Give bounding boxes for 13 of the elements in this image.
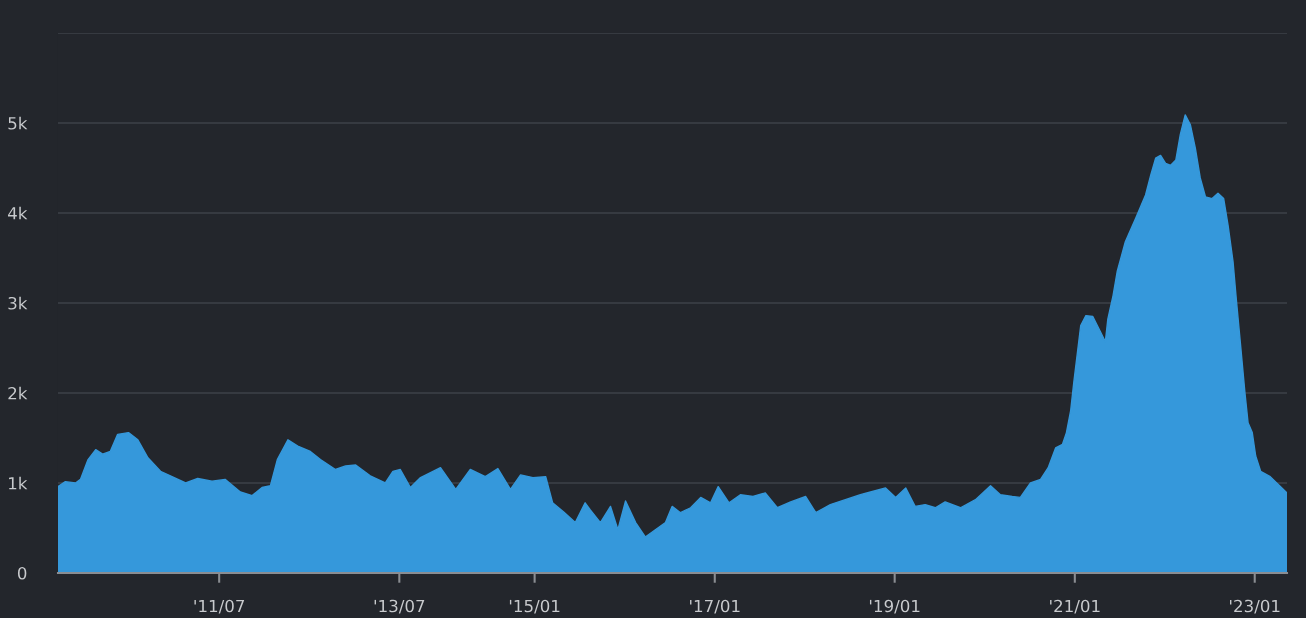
y-tick-label: 1k — [9, 476, 28, 490]
x-tick-label: '11/07 — [194, 599, 245, 614]
x-tick-label: '17/01 — [690, 599, 740, 614]
y-tick-label: 5k — [8, 116, 28, 130]
x-tick-label: '21/01 — [1050, 599, 1100, 614]
x-tick-label: '23/01 — [1230, 599, 1280, 614]
x-tick-label: '15/01 — [509, 599, 560, 614]
y-tick-label: 3k — [8, 296, 28, 310]
y-tick-label: 0 — [17, 566, 27, 580]
x-tick-label: '19/01 — [869, 599, 920, 614]
y-tick-label: 2k — [8, 386, 28, 400]
x-tick-label: '13/07 — [374, 599, 425, 614]
y-tick-label: 4k — [8, 206, 28, 220]
